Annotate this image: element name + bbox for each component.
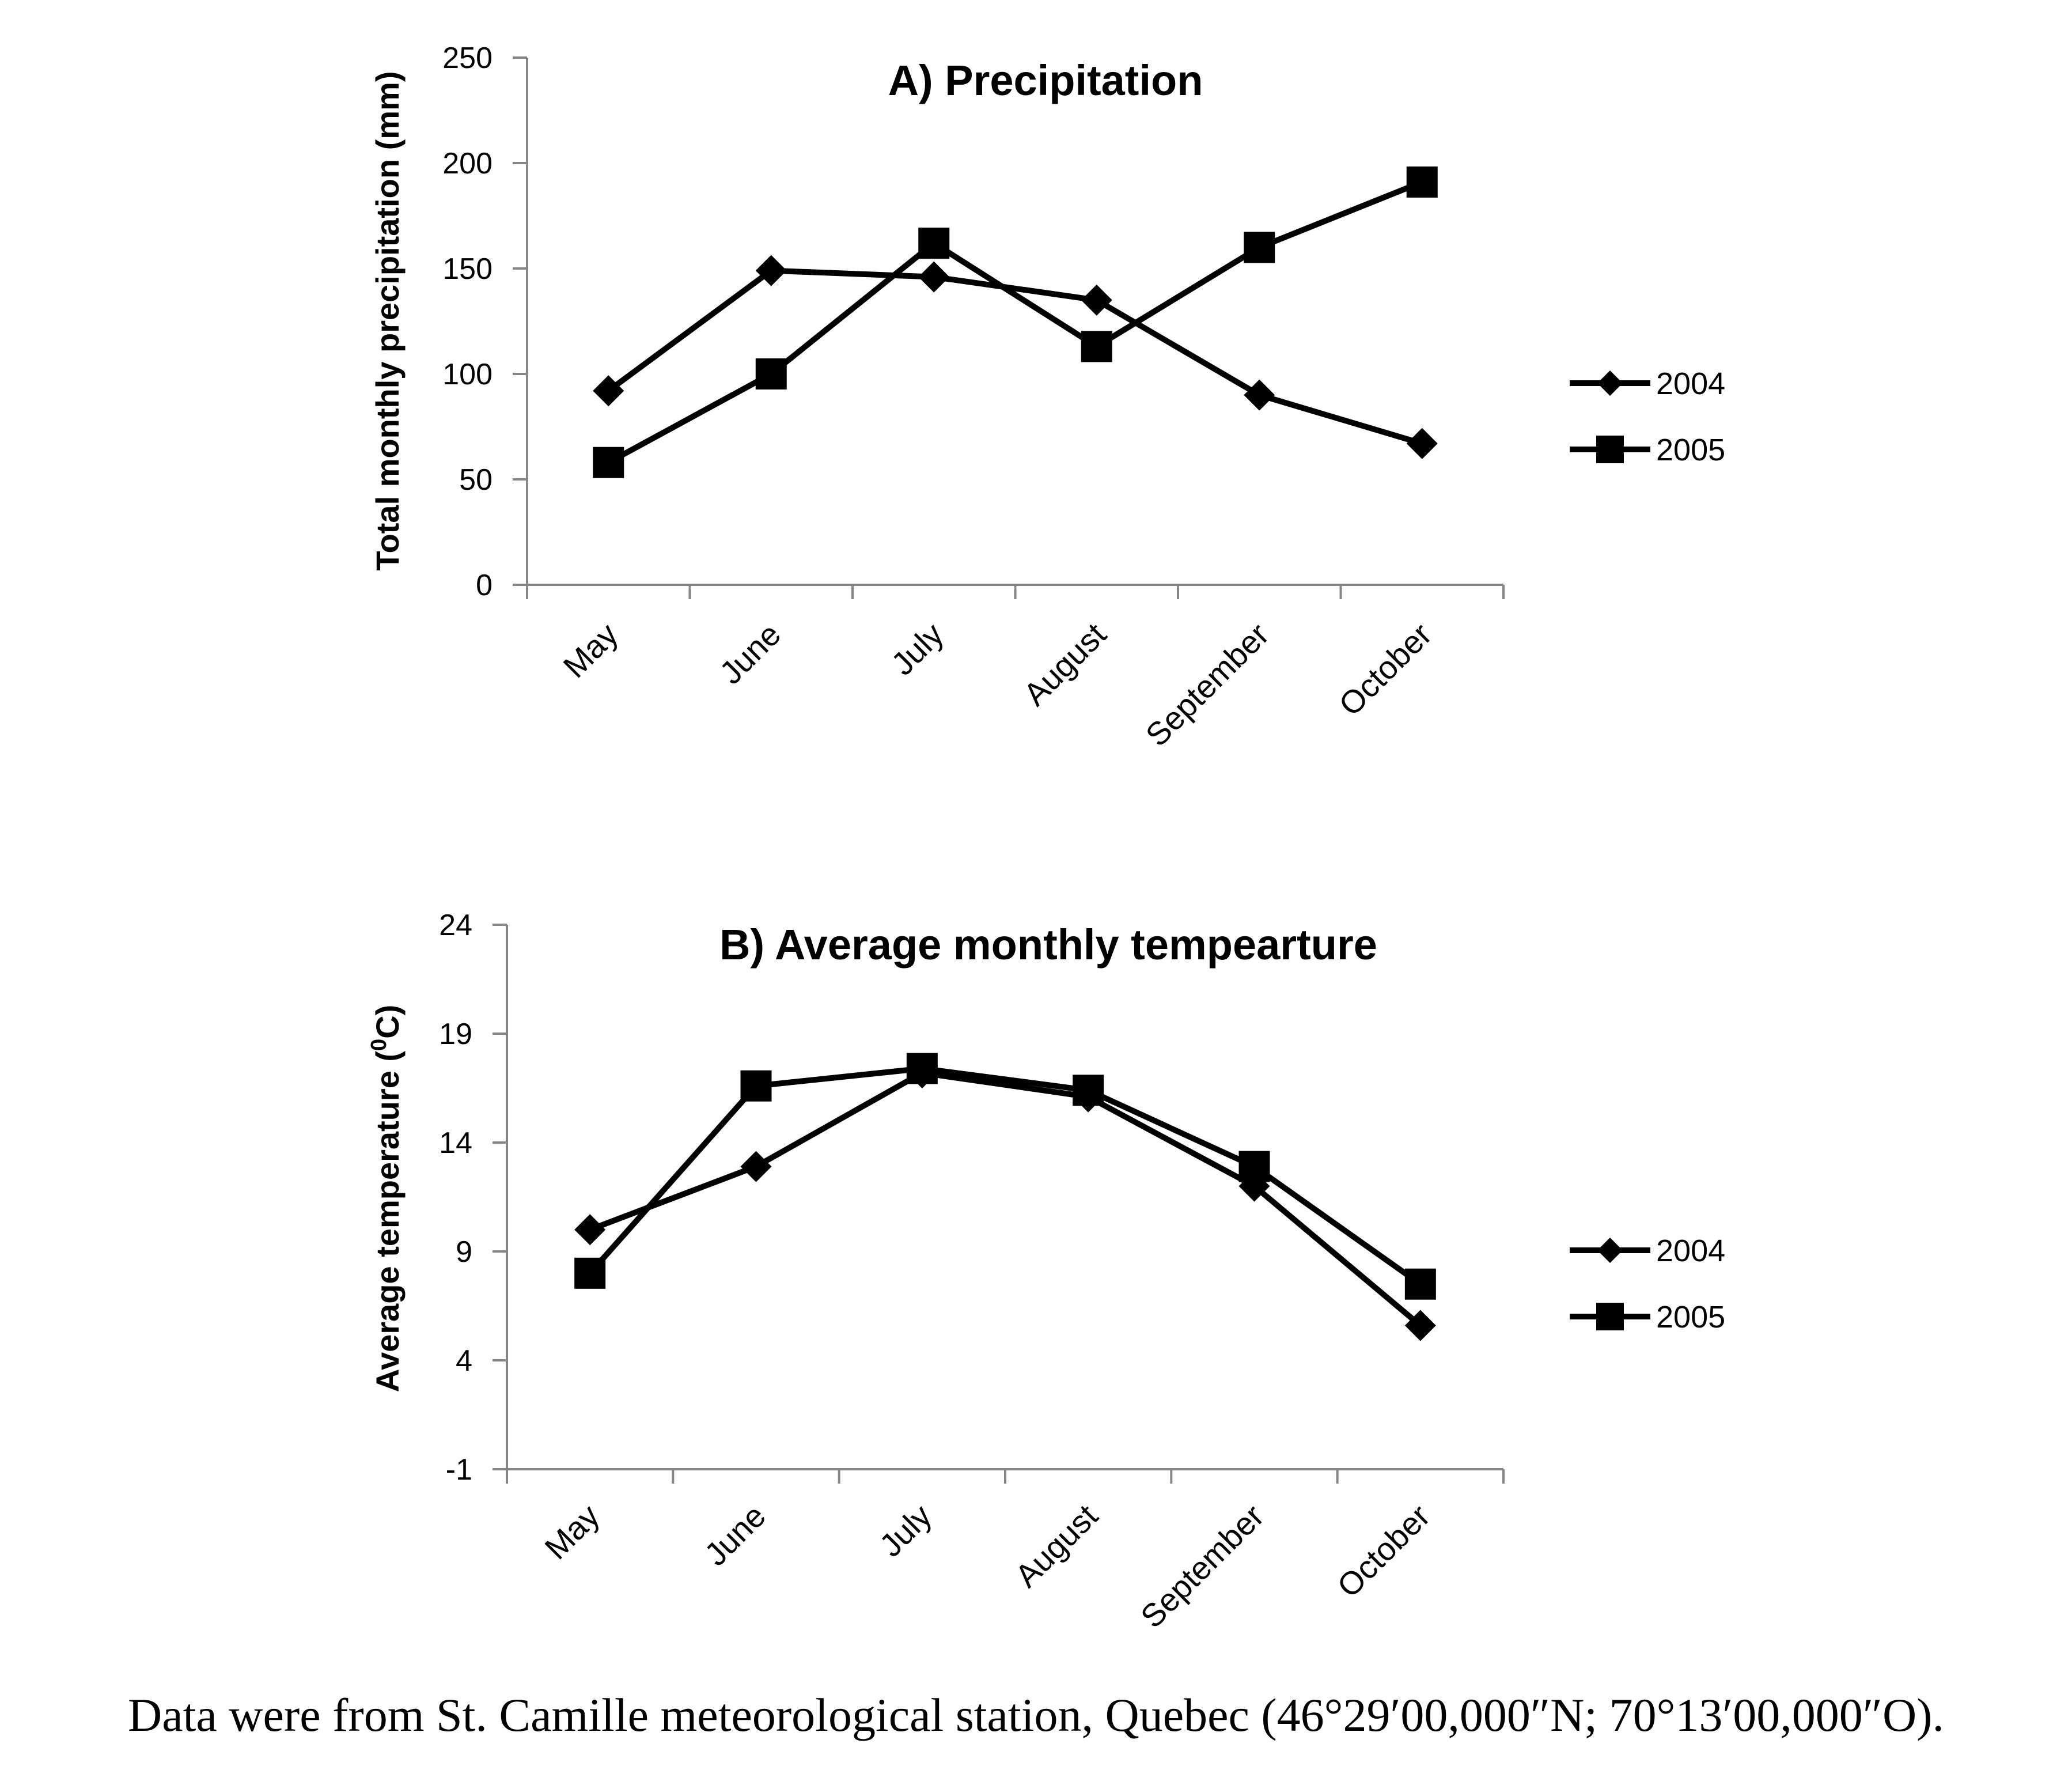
x-category-label: May xyxy=(556,616,624,684)
y-tick-label: 9 xyxy=(456,1235,472,1269)
y-tick-label: 19 xyxy=(439,1018,472,1051)
x-category-label: June xyxy=(698,1497,772,1572)
data-point xyxy=(1238,1151,1270,1182)
data-point xyxy=(1406,166,1438,198)
y-axis-label-prefix: Average temperature ( xyxy=(369,1051,406,1393)
y-axis-label: Average temperature (0C) xyxy=(367,1005,406,1393)
series-2005 xyxy=(574,1053,1436,1300)
x-category-label: August xyxy=(1016,616,1113,713)
y-tick-label: 250 xyxy=(442,41,493,75)
y-axis-label-suffix: C) xyxy=(369,1005,406,1039)
data-point xyxy=(1081,331,1112,362)
data-point xyxy=(755,255,787,286)
y-tick-label: 0 xyxy=(476,569,493,602)
x-category-label: October xyxy=(1332,616,1438,723)
data-point xyxy=(1073,1075,1104,1106)
chart-temperature: B) Average monthly tempearture Average te… xyxy=(367,909,1725,1635)
legend-label: 2004 xyxy=(1656,1234,1725,1268)
data-point xyxy=(755,358,787,389)
series-line xyxy=(605,267,1425,447)
series-2004 xyxy=(574,1057,1436,1341)
data-point xyxy=(574,1257,606,1289)
legend-marker xyxy=(1596,1303,1624,1330)
data-point xyxy=(593,375,624,407)
legend-marker xyxy=(1596,436,1624,463)
data-point xyxy=(906,1053,938,1084)
figure-caption: Data were from St. Camille meteorologica… xyxy=(128,1689,1944,1741)
x-category-label: September xyxy=(1138,616,1275,753)
legend-label: 2005 xyxy=(1656,1300,1725,1334)
series-line xyxy=(587,1070,1423,1329)
x-category-label: October xyxy=(1330,1497,1437,1604)
series-2004 xyxy=(593,255,1438,459)
x-category-label: July xyxy=(872,1497,938,1564)
y-tick-label: 150 xyxy=(442,252,493,286)
series-line xyxy=(605,179,1425,466)
y-tick-label: 4 xyxy=(456,1344,472,1378)
x-category-label: June xyxy=(713,616,787,691)
legend-marker xyxy=(1597,1238,1623,1263)
legend-entry-2005: 2005 xyxy=(1570,433,1725,467)
y-axis-label: Total monthly precipitation (mm) xyxy=(369,71,406,571)
series-line xyxy=(587,1065,1423,1287)
legend-label: 2005 xyxy=(1656,433,1725,467)
data-point xyxy=(740,1070,772,1102)
legend-entry-2004: 2004 xyxy=(1570,1234,1725,1268)
y-tick-label: 50 xyxy=(459,463,493,497)
y-tick-label: 24 xyxy=(439,909,472,942)
data-point xyxy=(574,1214,606,1246)
legend-entry-2005: 2005 xyxy=(1570,1300,1725,1334)
y-axis-label-sup: 0 xyxy=(367,1039,391,1051)
data-point xyxy=(740,1151,772,1182)
data-point xyxy=(1406,428,1438,459)
x-category-label: July xyxy=(884,616,950,682)
x-category-label: September xyxy=(1134,1497,1271,1635)
y-tick-label: -1 xyxy=(446,1453,472,1487)
legend-entry-2004: 2004 xyxy=(1570,366,1725,401)
data-point xyxy=(1238,1170,1270,1202)
data-point xyxy=(1244,379,1275,411)
x-category-label: May xyxy=(537,1497,606,1566)
data-point xyxy=(1404,1268,1436,1300)
legend-label: 2004 xyxy=(1656,366,1725,401)
data-point xyxy=(918,228,950,259)
series-2005 xyxy=(593,166,1438,478)
data-point xyxy=(918,261,950,293)
data-point xyxy=(1404,1310,1436,1341)
data-point xyxy=(1081,284,1112,316)
x-category-label: August xyxy=(1008,1497,1105,1594)
chart-title: A) Precipitation xyxy=(888,56,1203,104)
y-tick-label: 14 xyxy=(439,1126,472,1160)
y-tick-label: 200 xyxy=(442,147,493,180)
legend-marker xyxy=(1597,370,1623,396)
y-tick-label: 100 xyxy=(442,358,493,391)
chart-precipitation: A) Precipitation Total monthly precipitat… xyxy=(369,41,1725,753)
data-point xyxy=(1244,232,1275,263)
data-point xyxy=(593,447,624,478)
chart-title: B) Average monthly tempearture xyxy=(719,921,1377,969)
